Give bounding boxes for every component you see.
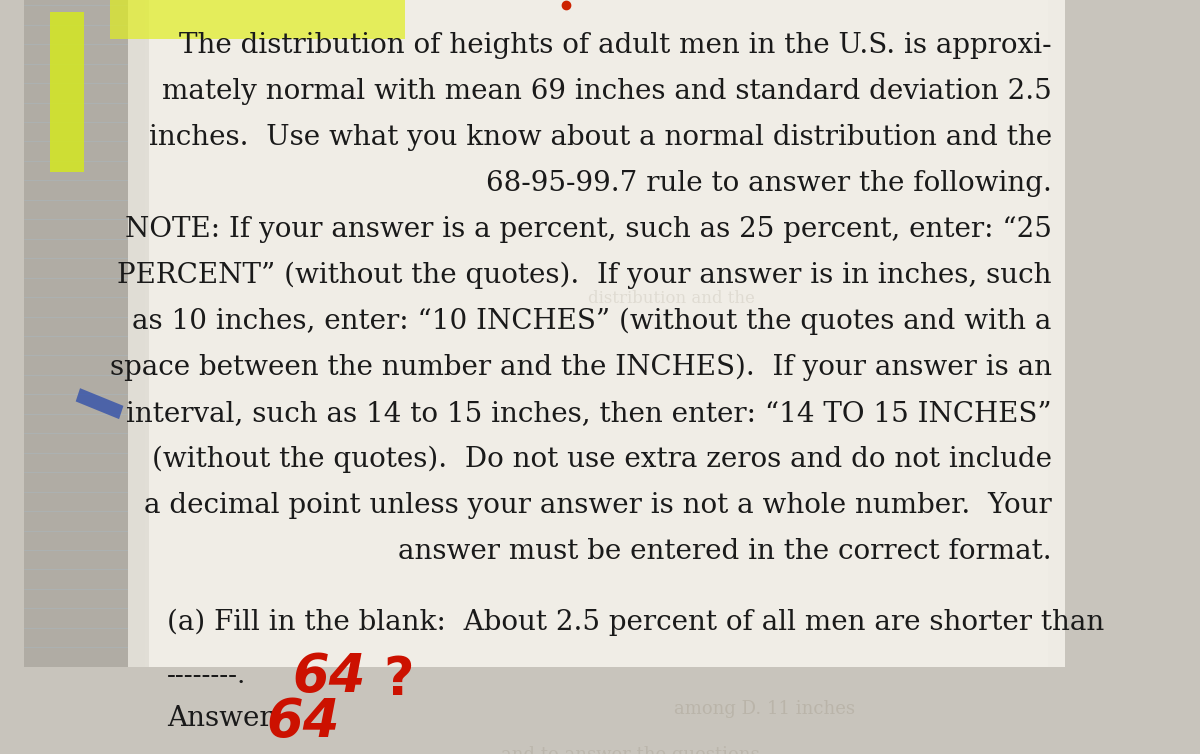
Text: interval, such as 14 to 15 inches, then enter: “14 TO 15 INCHES”: interval, such as 14 to 15 inches, then … [126, 400, 1052, 427]
Text: inches.  Use what you know about a normal distribution and the: inches. Use what you know about a normal… [149, 124, 1052, 151]
Text: The distribution of heights of adult men in the U.S. is approxi-: The distribution of heights of adult men… [179, 32, 1052, 59]
Bar [127, 0, 150, 667]
Bar [49, 12, 84, 172]
Text: a decimal point unless your answer is not a whole number.  Your: a decimal point unless your answer is no… [144, 492, 1052, 519]
Text: as 10 inches, enter: “10 INCHES” (without the quotes and with a: as 10 inches, enter: “10 INCHES” (withou… [132, 308, 1052, 335]
Text: --------.: --------. [167, 664, 246, 688]
Bar [110, 0, 406, 39]
Text: 64: 64 [293, 651, 366, 703]
Text: space between the number and the INCHES).  If your answer is an: space between the number and the INCHES)… [110, 354, 1052, 381]
Text: among D. 11 inches: among D. 11 inches [674, 700, 856, 719]
Polygon shape [76, 388, 124, 419]
Text: 68-95-99.7 rule to answer the following.: 68-95-99.7 rule to answer the following. [486, 170, 1052, 197]
Text: and to answer the questions: and to answer the questions [500, 746, 760, 754]
Text: ?: ? [384, 654, 414, 706]
Text: 64: 64 [266, 696, 340, 748]
Text: Answer:: Answer: [167, 705, 282, 731]
Bar [24, 0, 162, 667]
Text: answer must be entered in the correct format.: answer must be entered in the correct fo… [398, 538, 1052, 565]
Text: distribution and the: distribution and the [588, 290, 755, 307]
Text: mately normal with mean 69 inches and standard deviation 2.5: mately normal with mean 69 inches and st… [162, 78, 1052, 105]
Bar [145, 0, 1048, 667]
Text: (a) Fill in the blank:  About 2.5 percent of all men are shorter than: (a) Fill in the blank: About 2.5 percent… [167, 608, 1104, 636]
Text: PERCENT” (without the quotes).  If your answer is in inches, such: PERCENT” (without the quotes). If your a… [118, 262, 1052, 289]
Text: (without the quotes).  Do not use extra zeros and do not include: (without the quotes). Do not use extra z… [152, 446, 1052, 473]
Text: NOTE: If your answer is a percent, such as 25 percent, enter: “25: NOTE: If your answer is a percent, such … [125, 216, 1052, 243]
